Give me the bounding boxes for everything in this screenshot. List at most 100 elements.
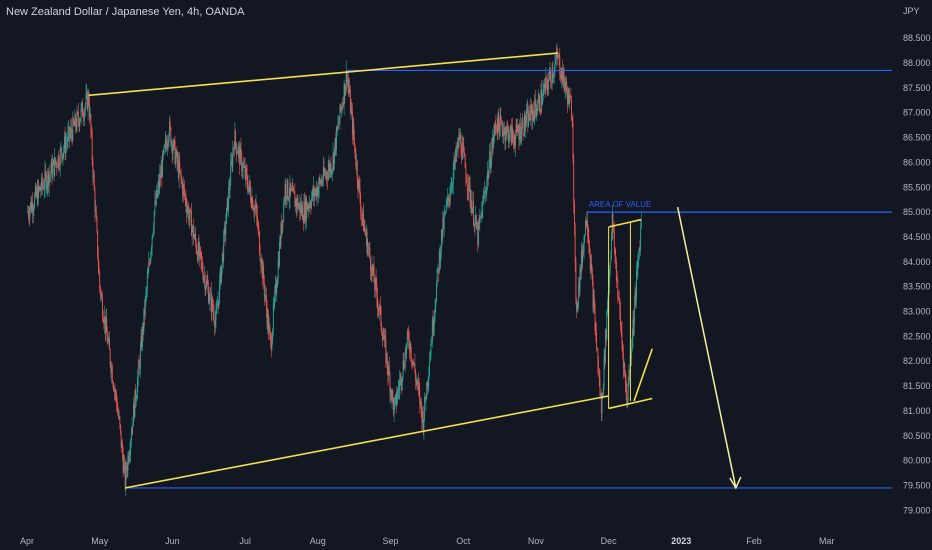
candle-body (405, 351, 407, 354)
candle-body (498, 124, 500, 137)
candle-body (446, 201, 448, 204)
candle-body (36, 189, 38, 196)
candle-body (154, 200, 156, 212)
channel-upper-trendline[interactable] (88, 52, 558, 97)
candle-body (139, 348, 141, 370)
candle-body (418, 386, 420, 391)
channel-lower-trendline[interactable] (124, 395, 609, 489)
candle-body (70, 127, 72, 134)
candle-body (234, 130, 236, 149)
candle-body (473, 200, 474, 225)
flag-lower-trendline[interactable] (608, 397, 653, 410)
candle-body (27, 211, 29, 213)
candle-body (143, 308, 145, 332)
candle-body (471, 208, 473, 213)
candle-body (111, 367, 113, 382)
candle-body (33, 207, 35, 210)
candle-body (410, 356, 412, 360)
candle-body (140, 336, 142, 349)
candle-body (601, 393, 603, 414)
candle-body (406, 343, 408, 354)
candle-body (58, 155, 60, 166)
candle-body (441, 229, 443, 238)
candle-body (235, 130, 237, 143)
candle-body (372, 265, 374, 272)
candle-body (492, 138, 494, 145)
candle-body (228, 188, 230, 191)
time-tick-label: May (91, 536, 109, 546)
candle-body (60, 147, 62, 149)
candle-body (340, 107, 342, 111)
candle-body (272, 305, 274, 330)
candle-body (477, 226, 479, 246)
candle-body (49, 174, 51, 176)
candle-body (426, 382, 428, 400)
symbol-title: New Zealand Dollar / Japanese Yen, 4h, O… (6, 6, 245, 18)
candle-body (124, 463, 126, 487)
candle-body (475, 215, 477, 220)
candle-body (135, 398, 137, 402)
candle-body (564, 86, 566, 91)
candle-body (70, 127, 72, 134)
candle-body (615, 261, 617, 281)
candle-body (333, 153, 335, 165)
candle-body (553, 74, 554, 78)
candle-body (47, 171, 49, 185)
price-axis[interactable]: 79.000 79.500 80.000 80.500 81.000 81.500 82.0… (903, 33, 931, 515)
candle-body (347, 80, 349, 87)
candle-body (566, 82, 568, 92)
candle-body (629, 370, 630, 372)
candle-body (222, 253, 224, 261)
candle-body (313, 187, 315, 197)
candle-body (184, 195, 186, 198)
candle-body (450, 186, 452, 194)
candle-body (531, 107, 533, 121)
candle-body (371, 264, 373, 277)
candle-body (261, 259, 262, 266)
candle-body (630, 355, 632, 359)
candle-body (128, 455, 130, 462)
candle-body (614, 249, 616, 256)
candle-body (45, 170, 47, 175)
candle-body (335, 138, 337, 150)
candle-body (107, 341, 109, 344)
flag-upper-trendline[interactable] (608, 218, 642, 228)
candle-body (424, 396, 426, 419)
candle-body (193, 225, 194, 239)
candle-body (246, 173, 248, 185)
candle-body (160, 167, 162, 179)
candle-body (214, 321, 216, 327)
candle-body (142, 326, 144, 332)
candle-body (578, 283, 580, 291)
candle-body (638, 255, 639, 260)
candle-body (146, 277, 148, 289)
candle-body (98, 266, 100, 273)
candle-body (566, 91, 568, 105)
time-axis[interactable]: Apr May Jun Jul Aug Sep Oct Nov Dec 2023 Feb Mar (20, 536, 834, 546)
candle-body (517, 131, 519, 133)
candle-body (468, 177, 470, 192)
candle-body (85, 94, 87, 105)
candle-body (330, 163, 332, 174)
candle-body (166, 143, 168, 149)
projection-arrow[interactable] (676, 206, 737, 489)
candle-body (177, 160, 179, 178)
candle-body (584, 220, 586, 236)
candle-body (322, 181, 324, 183)
candle-body (348, 86, 350, 93)
candle-body (409, 342, 411, 350)
candle-body (431, 343, 433, 345)
candle-body (243, 164, 245, 167)
flag-rising-trendline[interactable] (633, 348, 653, 402)
candle-body (116, 402, 118, 412)
candle-body (603, 354, 605, 386)
price-tick-label: 80.500 (903, 431, 931, 441)
candle-body (612, 214, 614, 232)
candle-body (523, 113, 525, 136)
candle-body (265, 295, 267, 297)
candle-body (594, 309, 596, 332)
candle-body (575, 261, 577, 301)
candle-body (570, 97, 572, 102)
candle-body (503, 128, 505, 132)
